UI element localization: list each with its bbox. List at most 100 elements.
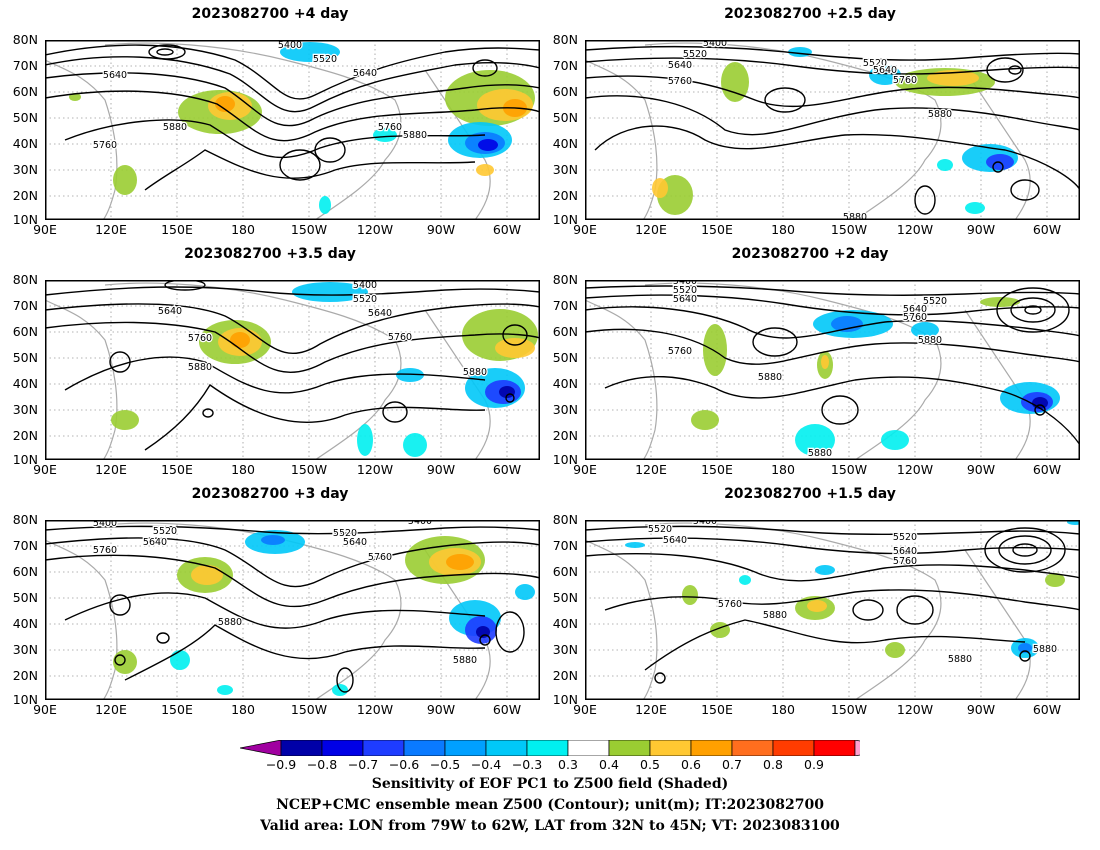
contour-label: 5760 bbox=[718, 599, 742, 610]
contour-label: 5880 bbox=[188, 362, 212, 373]
lat-label: 40N bbox=[552, 376, 578, 391]
lat-label: 60N bbox=[552, 84, 578, 99]
lon-label: 180 bbox=[231, 222, 255, 237]
contour-label: 5760 bbox=[93, 140, 117, 151]
contour-label: 5520 bbox=[153, 526, 177, 537]
lon-label: 90W bbox=[966, 222, 996, 237]
contour-label: 5520 bbox=[648, 524, 672, 535]
lon-label: 120W bbox=[356, 702, 394, 717]
lon-label: 90W bbox=[966, 462, 996, 477]
contour-label: 5760 bbox=[93, 545, 117, 556]
contour-label: 5880 bbox=[453, 655, 477, 666]
lon-label: 150W bbox=[830, 702, 868, 717]
contour-label: 5760 bbox=[668, 346, 692, 357]
colorbar-tick: 0.7 bbox=[722, 757, 742, 772]
lon-label: 180 bbox=[771, 222, 795, 237]
colorbar-cell bbox=[280, 740, 323, 756]
colorbar-cell bbox=[321, 740, 364, 756]
lon-label: 90E bbox=[573, 462, 597, 477]
map-plot: 5400 5520 5640 5640 5760 5760 5880 5880 bbox=[45, 280, 540, 460]
lon-label: 90W bbox=[426, 702, 456, 717]
colorbar-tick: 0.8 bbox=[763, 757, 783, 772]
caption-line-3: Valid area: LON from 79W to 62W, LAT fro… bbox=[260, 818, 840, 834]
lon-label: 90E bbox=[33, 222, 57, 237]
lon-label: 60W bbox=[1032, 222, 1062, 237]
map-panel-2-5day: 2023082700 +2.5 day 80N 70N 60N 50N 40N … bbox=[540, 0, 1080, 237]
lat-label: 10N bbox=[552, 692, 578, 707]
contour-label: 5640 bbox=[663, 535, 687, 546]
lat-label: 30N bbox=[12, 162, 38, 177]
lon-label: 150E bbox=[701, 462, 733, 477]
lat-label: 50N bbox=[552, 350, 578, 365]
colorbar-tick: −0.6 bbox=[388, 757, 420, 772]
lat-label: 70N bbox=[552, 538, 578, 553]
contour-label: 5880 bbox=[948, 654, 972, 665]
map-plot: 5400 5520 5640 5760 5520 5640 5760 5880 5880 bbox=[585, 40, 1080, 220]
contour-label: 5880 bbox=[918, 335, 942, 346]
panel-title: 2023082700 +3 day bbox=[191, 486, 349, 502]
colorbar-tick: 0.3 bbox=[558, 757, 578, 772]
map-plot: 5400 5520 5640 5640 5760 5880 5880 5760 bbox=[45, 40, 540, 220]
lat-label: 30N bbox=[552, 402, 578, 417]
lon-label: 150E bbox=[161, 222, 193, 237]
map-border bbox=[45, 40, 540, 220]
contour-label: 5400 bbox=[703, 40, 727, 49]
map-plot: 5520 5640 5400 5520 5640 5760 5760 5880 5880 5880 bbox=[585, 520, 1080, 700]
colorbar-tick: 0.9 bbox=[804, 757, 824, 772]
colorbar-tick: 0.5 bbox=[640, 757, 660, 772]
lon-label: 150W bbox=[290, 462, 328, 477]
lon-label: 60W bbox=[1032, 702, 1062, 717]
contour-label: 5640 bbox=[158, 306, 182, 317]
colorbar-cell bbox=[731, 740, 774, 756]
lon-label: 180 bbox=[771, 702, 795, 717]
lon-label: 150W bbox=[830, 462, 868, 477]
contour-label: 5640 bbox=[368, 308, 392, 319]
contour-label: 5880 bbox=[808, 448, 832, 459]
lon-label: 90E bbox=[573, 222, 597, 237]
lon-label: 150E bbox=[161, 702, 193, 717]
map-border bbox=[585, 520, 1080, 700]
contour-label: 5400 bbox=[693, 520, 717, 527]
lon-label: 60W bbox=[492, 462, 522, 477]
sensitivity-shading bbox=[652, 47, 1018, 215]
contour-label: 5760 bbox=[903, 312, 927, 323]
lat-label: 50N bbox=[12, 350, 38, 365]
lat-label: 30N bbox=[12, 402, 38, 417]
contour-label: 5640 bbox=[343, 537, 367, 548]
colorbar-tick: 0.6 bbox=[681, 757, 701, 772]
lat-label: 80N bbox=[12, 512, 38, 527]
colorbar-legend: −0.9 −0.8 −0.7 −0.6 −0.5 −0.4 −0.3 0.3 0… bbox=[240, 740, 860, 772]
contour-label: 5880 bbox=[843, 212, 867, 220]
contour-label: 5640 bbox=[673, 294, 697, 305]
colorbar-tick: −0.8 bbox=[306, 757, 338, 772]
map-border bbox=[585, 280, 1080, 460]
lon-label: 120W bbox=[356, 462, 394, 477]
contour-label: 5400 bbox=[673, 280, 697, 287]
colorbar-tick: −0.7 bbox=[347, 757, 379, 772]
contour-label: 5520 bbox=[673, 285, 697, 296]
map-panel-3-5day: 2023082700 +3.5 day 80N 70N 60N 50N 40N … bbox=[0, 240, 540, 477]
lat-label: 40N bbox=[552, 136, 578, 151]
lon-label: 60W bbox=[1032, 462, 1062, 477]
panel-title: 2023082700 +1.5 day bbox=[724, 486, 896, 502]
lat-label: 80N bbox=[552, 272, 578, 287]
contour-label: 5760 bbox=[893, 556, 917, 567]
colorbar-tick: −0.9 bbox=[265, 757, 297, 772]
lon-label: 120W bbox=[896, 222, 934, 237]
contour-label: 5640 bbox=[873, 65, 897, 76]
lon-label: 150W bbox=[830, 222, 868, 237]
lat-label: 80N bbox=[12, 272, 38, 287]
lon-label: 120W bbox=[896, 702, 934, 717]
lon-label: 60W bbox=[492, 222, 522, 237]
lon-label: 150E bbox=[701, 702, 733, 717]
panel-title: 2023082700 +4 day bbox=[191, 6, 349, 22]
map-border bbox=[45, 280, 540, 460]
contour-label: 5520 bbox=[863, 58, 887, 69]
lon-label: 120E bbox=[95, 222, 127, 237]
lon-label: 120E bbox=[95, 702, 127, 717]
colorbar-cell bbox=[649, 740, 692, 756]
lat-label: 70N bbox=[12, 298, 38, 313]
lon-label: 180 bbox=[231, 702, 255, 717]
lat-label: 80N bbox=[552, 32, 578, 47]
contour-label: 5520 bbox=[683, 49, 707, 60]
